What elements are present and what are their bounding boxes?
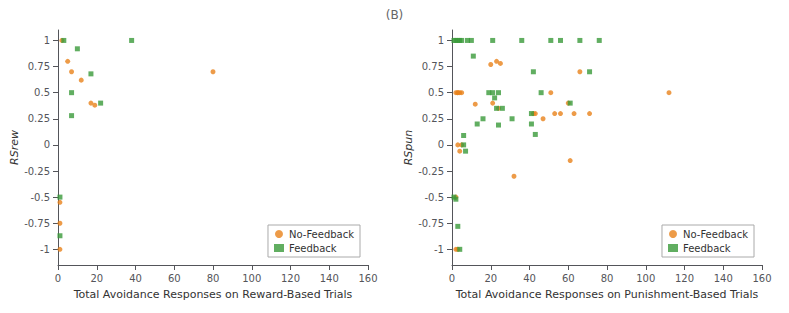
svg-text:0: 0 bbox=[449, 273, 455, 284]
svg-text:1: 1 bbox=[44, 35, 50, 46]
svg-text:-0.5: -0.5 bbox=[424, 192, 444, 203]
svg-text:60: 60 bbox=[562, 273, 575, 284]
svg-text:160: 160 bbox=[752, 273, 771, 284]
svg-text:0: 0 bbox=[55, 273, 61, 284]
svg-text:(B): (B) bbox=[386, 8, 404, 22]
svg-text:100: 100 bbox=[636, 273, 655, 284]
svg-text:0.75: 0.75 bbox=[422, 61, 444, 72]
svg-text:40: 40 bbox=[129, 273, 142, 284]
svg-text:0: 0 bbox=[44, 139, 50, 150]
svg-text:No-Feedback: No-Feedback bbox=[683, 229, 748, 240]
svg-text:1: 1 bbox=[438, 35, 444, 46]
svg-text:140: 140 bbox=[714, 273, 733, 284]
svg-text:0: 0 bbox=[438, 139, 444, 150]
svg-text:-1: -1 bbox=[40, 244, 50, 255]
svg-text:No-Feedback: No-Feedback bbox=[289, 229, 354, 240]
svg-text:Feedback: Feedback bbox=[683, 243, 731, 254]
svg-text:80: 80 bbox=[601, 273, 614, 284]
svg-text:0.75: 0.75 bbox=[28, 61, 50, 72]
svg-text:0.25: 0.25 bbox=[28, 113, 50, 124]
svg-text:20: 20 bbox=[484, 273, 497, 284]
svg-text:40: 40 bbox=[523, 273, 536, 284]
svg-text:Total Avoidance Responses on R: Total Avoidance Responses on Reward-Base… bbox=[73, 288, 353, 301]
svg-text:-0.75: -0.75 bbox=[24, 218, 50, 229]
svg-text:120: 120 bbox=[675, 273, 694, 284]
svg-text:-1: -1 bbox=[434, 244, 444, 255]
svg-text:80: 80 bbox=[207, 273, 220, 284]
svg-text:0.5: 0.5 bbox=[34, 87, 50, 98]
svg-text:Total Avoidance Responses on P: Total Avoidance Responses on Punishment-… bbox=[455, 288, 759, 301]
svg-text:RSpun: RSpun bbox=[402, 130, 415, 166]
svg-text:0.5: 0.5 bbox=[428, 87, 444, 98]
svg-text:140: 140 bbox=[320, 273, 339, 284]
svg-text:20: 20 bbox=[90, 273, 103, 284]
svg-text:120: 120 bbox=[281, 273, 300, 284]
svg-text:60: 60 bbox=[168, 273, 181, 284]
svg-text:100: 100 bbox=[242, 273, 261, 284]
svg-text:-0.75: -0.75 bbox=[418, 218, 444, 229]
svg-text:0.25: 0.25 bbox=[422, 113, 444, 124]
svg-text:-0.25: -0.25 bbox=[418, 166, 444, 177]
svg-text:RSrew: RSrew bbox=[8, 130, 21, 165]
svg-text:Feedback: Feedback bbox=[289, 243, 337, 254]
svg-text:-0.5: -0.5 bbox=[30, 192, 50, 203]
svg-text:160: 160 bbox=[358, 273, 377, 284]
svg-text:-0.25: -0.25 bbox=[24, 166, 50, 177]
